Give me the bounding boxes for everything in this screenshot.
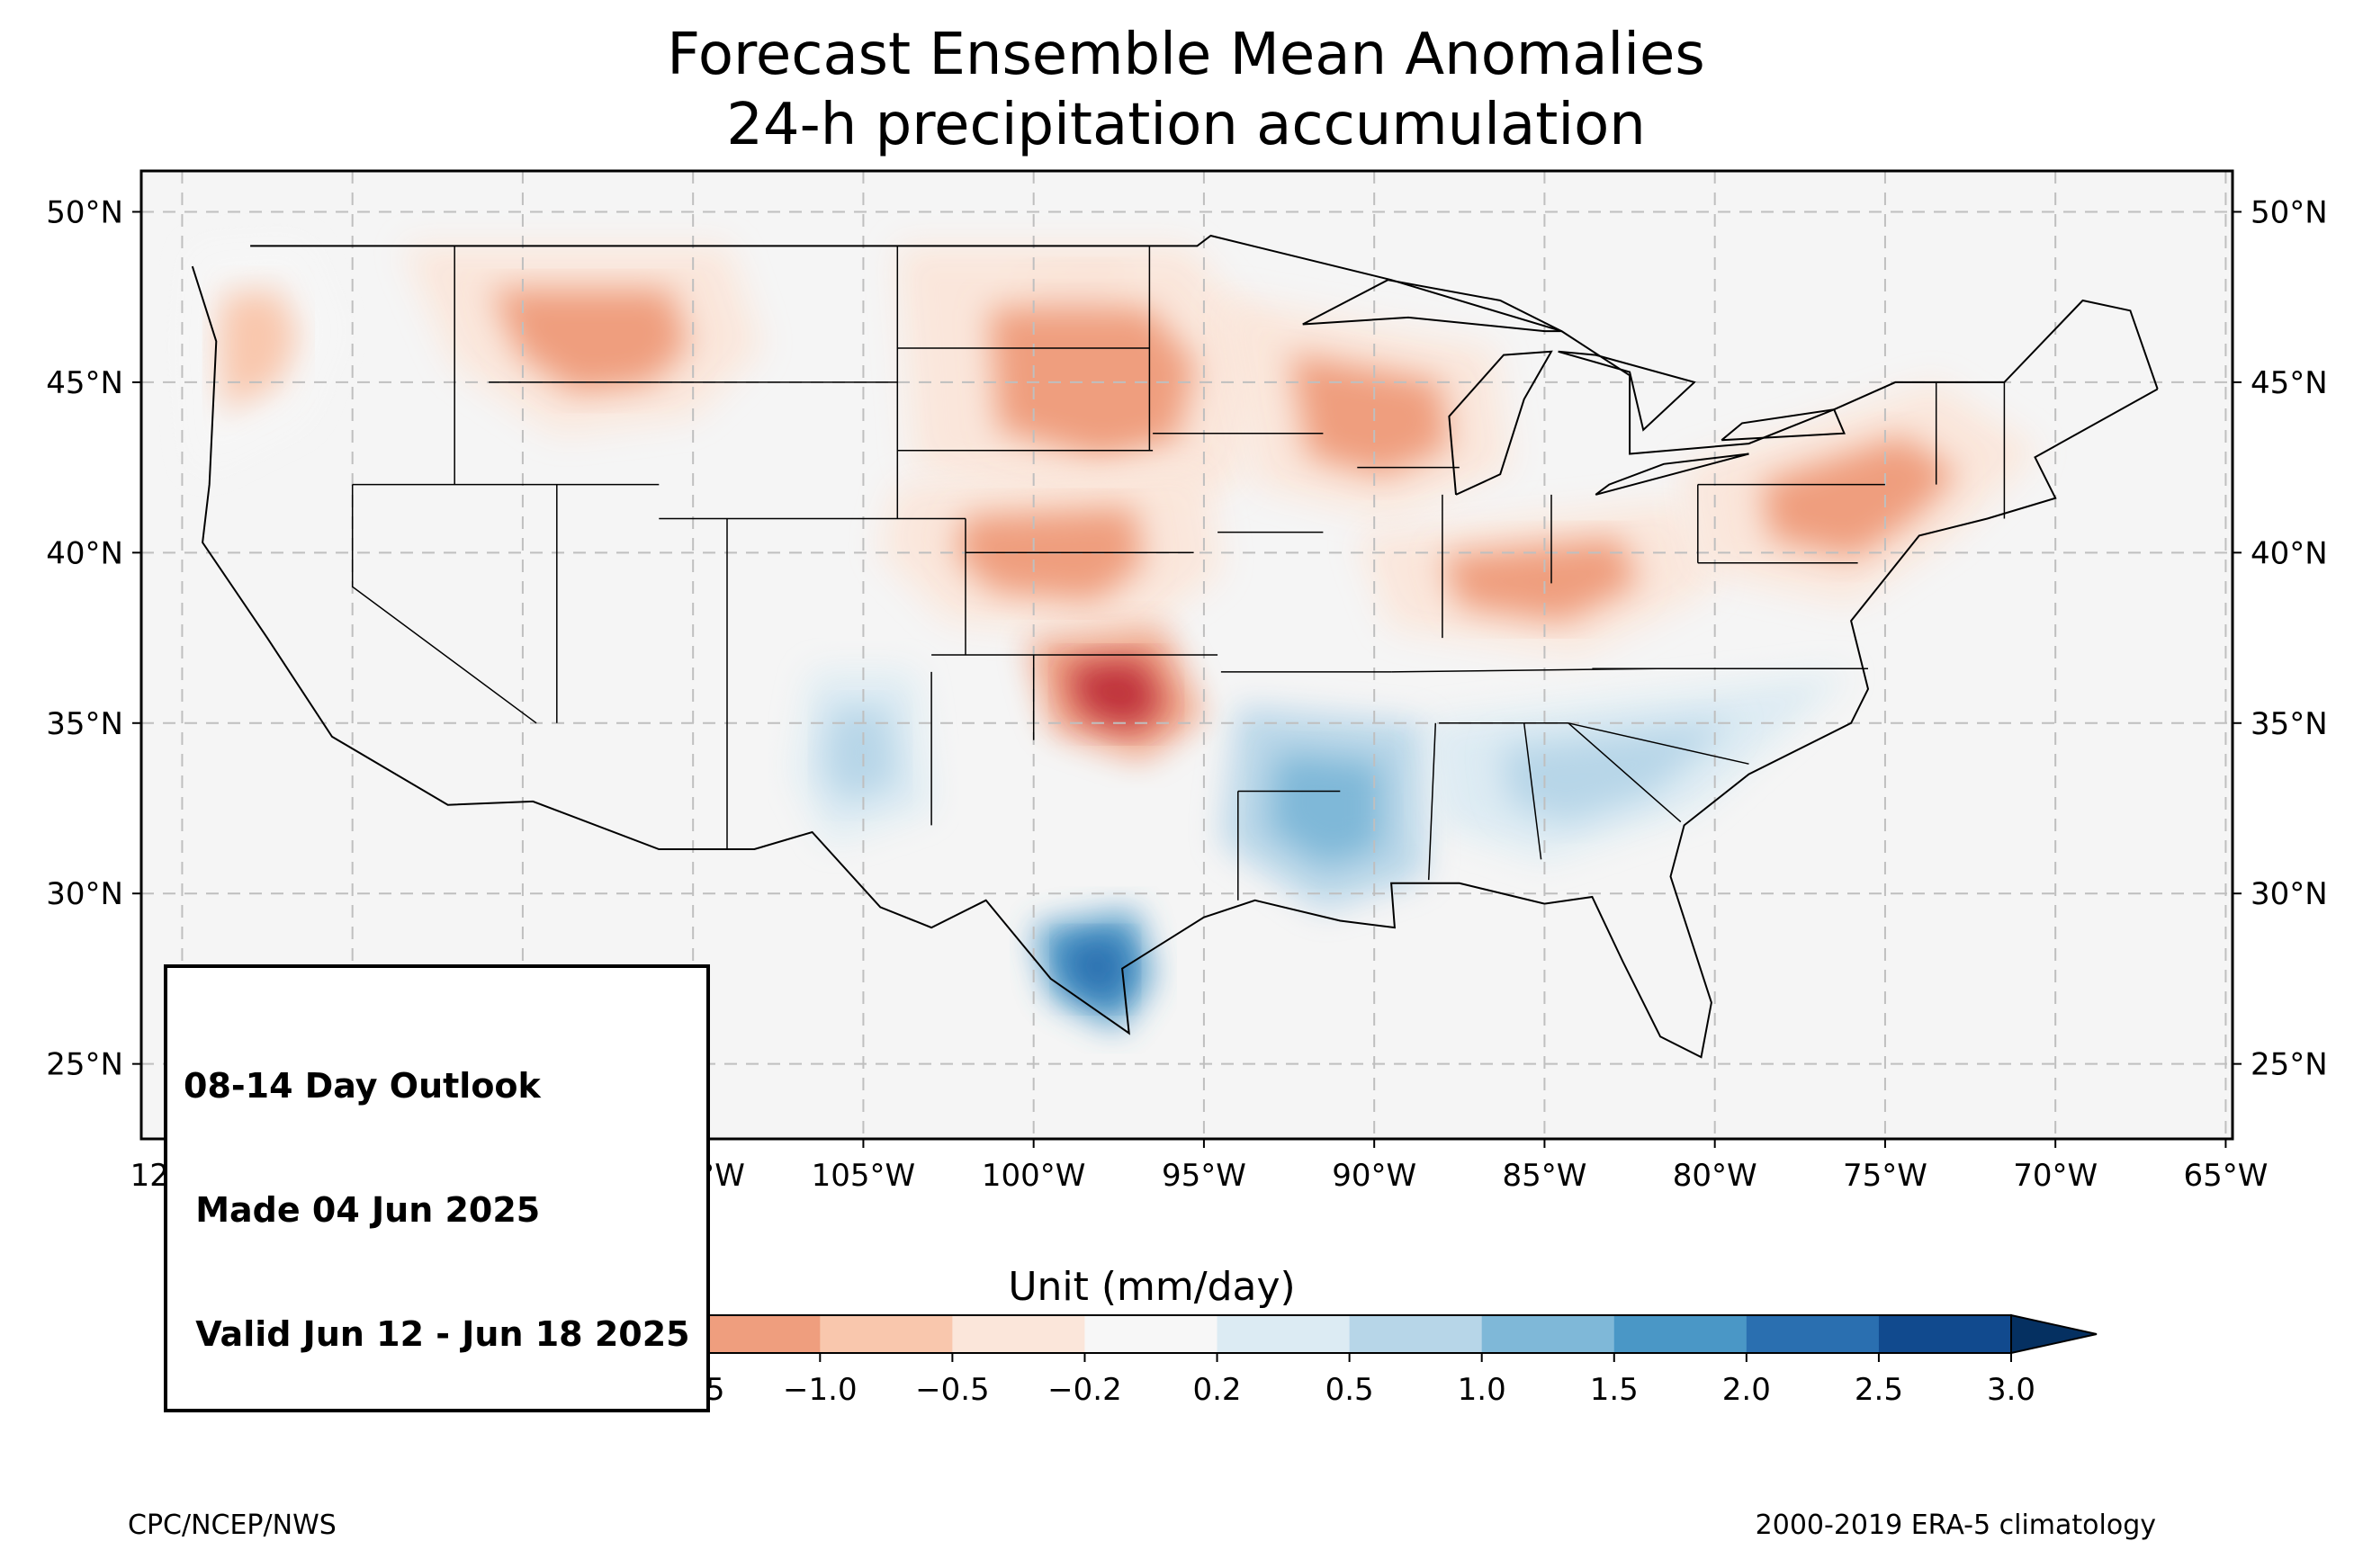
lon-tick-label: 105°W	[812, 1158, 916, 1194]
colorbar-tick-label: 2.0	[1722, 1372, 1771, 1408]
lat-tick-label-left: 40°N	[46, 535, 123, 571]
colorbar-segment	[952, 1315, 1085, 1353]
lon-tick-label: 100°W	[982, 1158, 1086, 1194]
lat-tick-label-left: 25°N	[46, 1047, 123, 1083]
colorbar-tick-label: 0.2	[1192, 1372, 1241, 1408]
anomaly-core	[1500, 719, 1735, 823]
lat-tick-label-right: 35°N	[2251, 706, 2328, 742]
coastline-border	[1558, 350, 1696, 432]
colorbar-segment	[1349, 1315, 1483, 1353]
state-border	[1568, 722, 1749, 765]
lon-tick-label: 85°W	[1502, 1158, 1586, 1194]
lon-tick-label: 65°W	[2183, 1158, 2268, 1194]
coastline-border	[1448, 350, 1553, 496]
anomaly-core	[1761, 435, 1958, 558]
colorbar-tick-label: 0.5	[1325, 1372, 1374, 1408]
lat-tick-label-right: 40°N	[2251, 535, 2328, 571]
outlook-info-box: 08-14 Day Outlook Made 04 Jun 2025 Valid…	[164, 964, 710, 1412]
map-title: Forecast Ensemble Mean Anomalies	[667, 22, 1705, 88]
state-border	[1523, 722, 1542, 860]
colorbar-tick-label: 1.5	[1590, 1372, 1639, 1408]
colorbar-tick-label: −1.0	[783, 1372, 858, 1408]
colorbar-tick-label: 2.5	[1855, 1372, 1903, 1408]
lat-tick-label-left: 50°N	[46, 194, 123, 230]
state-border	[1568, 722, 1682, 823]
lat-tick-label-right: 45°N	[2251, 365, 2328, 401]
state-border	[351, 484, 537, 724]
lon-tick-label: 95°W	[1162, 1158, 1246, 1194]
map-frame	[139, 169, 2234, 1141]
colorbar-segment	[1481, 1315, 1615, 1353]
lon-tick-label: 90°W	[1332, 1158, 1416, 1194]
outlook-period: 08-14 Day Outlook	[184, 1066, 541, 1106]
lat-tick-label-left: 30°N	[46, 876, 123, 912]
colorbar-tick-label: −0.2	[1047, 1372, 1122, 1408]
anomaly-core	[1063, 936, 1128, 1003]
colorbar-segment	[820, 1315, 953, 1353]
anomaly-core	[1067, 658, 1165, 731]
colorbar-over-arrow	[2010, 1313, 2098, 1355]
state-border	[1427, 722, 1437, 881]
lat-tick-label-left: 35°N	[46, 706, 123, 742]
lon-tick-label: 80°W	[1673, 1158, 1757, 1194]
lat-tick-label-right: 25°N	[2251, 1047, 2328, 1083]
source-credit: CPC/NCEP/NWS	[128, 1510, 337, 1541]
colorbar-segment	[1084, 1315, 1218, 1353]
colorbar-segment	[1878, 1315, 2012, 1353]
outlook-made-date: Made 04 Jun 2025	[184, 1190, 541, 1230]
anomaly-core	[218, 290, 299, 412]
colorbar-unit-label: Unit (mm/day)	[1008, 1264, 1296, 1310]
map-subtitle: 24-h precipitation accumulation	[726, 92, 1646, 158]
anomaly-core	[1441, 537, 1639, 623]
colorbar-tick-label: 1.0	[1458, 1372, 1506, 1408]
anomaly-core	[822, 708, 898, 803]
coastline-border	[191, 265, 2159, 1059]
colorbar-segment	[1613, 1315, 1748, 1353]
anomaly-core	[989, 309, 1196, 459]
outlook-valid-range: Valid Jun 12 - Jun 18 2025	[184, 1314, 690, 1354]
coastline-border	[250, 234, 2159, 455]
lat-tick-label-left: 45°N	[46, 365, 123, 401]
colorbar-tick-label: −0.5	[915, 1372, 990, 1408]
coastline-border	[1302, 279, 1562, 333]
anomaly-core	[1268, 753, 1381, 866]
anomaly-core	[491, 289, 688, 393]
coastline-border	[1595, 452, 1749, 496]
colorbar-tick-label: 3.0	[1987, 1372, 2035, 1408]
lat-tick-label-right: 30°N	[2251, 876, 2328, 912]
lon-tick-label: 70°W	[2013, 1158, 2098, 1194]
climatology-note: 2000-2019 ERA-5 climatology	[1755, 1510, 2156, 1541]
colorbar-segment	[1746, 1315, 1880, 1353]
lat-tick-label-right: 50°N	[2251, 194, 2328, 230]
anomaly-core	[1289, 354, 1450, 476]
anomaly-core	[956, 506, 1144, 601]
colorbar-segment	[687, 1315, 821, 1353]
colorbar-segment	[1217, 1315, 1351, 1353]
coastline-border	[1721, 408, 1846, 442]
conus-land	[189, 246, 2158, 1047]
lon-tick-label: 75°W	[1843, 1158, 1927, 1194]
